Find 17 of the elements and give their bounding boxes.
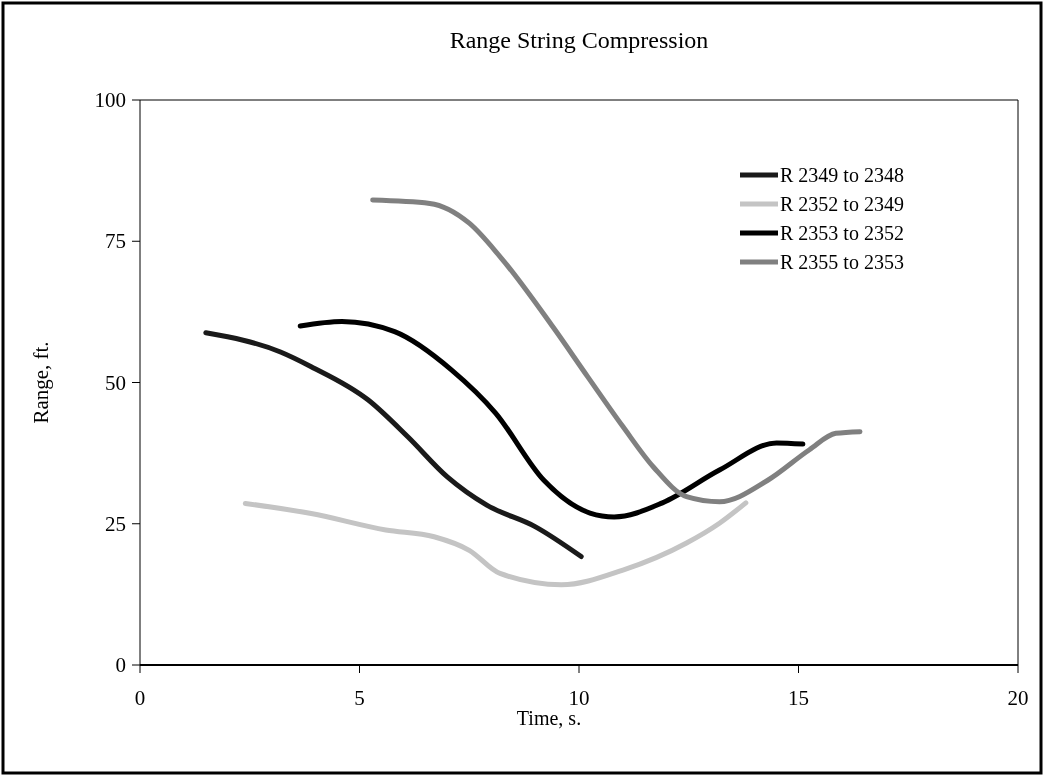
x-axis-title: Time, s. [516,707,582,729]
legend-label: R 2349 to 2348 [780,164,904,186]
x-tick-label: 5 [354,686,365,710]
legend-label: R 2353 to 2352 [780,222,904,244]
y-tick-label: 25 [105,511,126,536]
legend-label: R 2352 to 2349 [780,193,904,215]
y-axis-title: Range, ft. [29,341,53,424]
y-tick-label: 100 [94,88,126,112]
legend-label: R 2355 to 2353 [780,251,904,273]
chart-title: Range String Compression [449,27,709,53]
x-tick-label: 15 [788,686,809,710]
y-tick-label: 50 [105,370,126,395]
y-tick-label: 0 [115,653,126,677]
x-tick-label: 20 [1007,686,1029,710]
x-tick-label: 10 [568,686,590,710]
x-tick-label: 0 [134,686,146,710]
y-tick-label: 75 [105,229,126,254]
